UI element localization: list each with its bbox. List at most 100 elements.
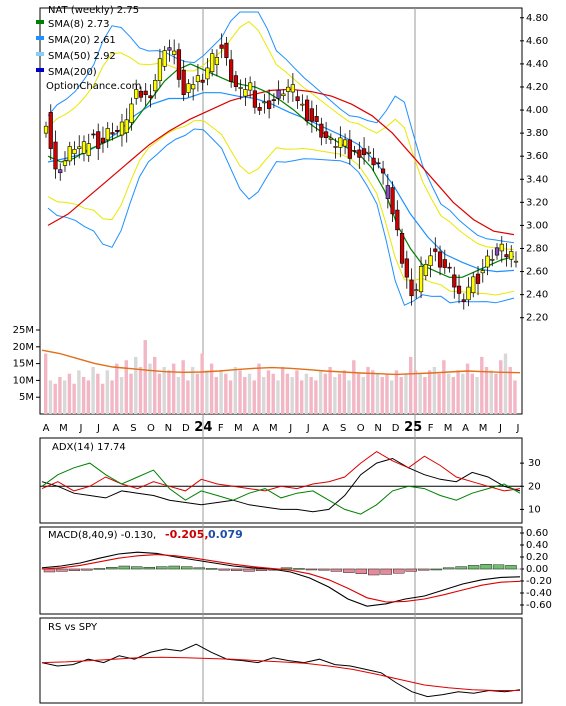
candle-body: [442, 259, 447, 268]
candle-body: [338, 137, 343, 148]
candle-body: [414, 289, 419, 292]
volume-bar: [375, 373, 380, 414]
volume-bar: [508, 366, 512, 414]
macd-histogram-bar: [193, 567, 205, 570]
candle-body: [428, 255, 433, 267]
candle-body: [43, 125, 49, 134]
price-tick-label: 3.80: [526, 128, 548, 139]
price-tick-label: 4.00: [526, 105, 548, 116]
volume-bar: [48, 380, 53, 414]
volume-bar: [342, 370, 347, 414]
candle-body: [91, 133, 96, 136]
volume-bar: [271, 373, 275, 414]
volume-bar: [91, 366, 95, 414]
volume-bar: [186, 380, 190, 414]
volume-bar: [503, 353, 508, 414]
volume-bar: [243, 377, 247, 414]
candle-body: [504, 254, 509, 258]
candle-body: [433, 248, 438, 252]
volume-bar: [465, 363, 470, 414]
x-axis-month: A: [462, 423, 469, 434]
volume-bar: [195, 373, 200, 414]
volume-bar: [252, 380, 256, 414]
macd-histogram-bar: [505, 565, 517, 570]
volume-bar: [100, 383, 105, 414]
macd-histogram-bar: [455, 566, 467, 570]
macd-histogram-bar: [68, 568, 81, 571]
volume-bar: [205, 370, 209, 414]
candle-body: [471, 276, 476, 293]
candle-body: [48, 112, 53, 149]
candle-body: [319, 123, 324, 138]
vol-tick-label: 10M: [13, 375, 34, 386]
volume-bar: [44, 353, 48, 414]
macd-tick-label: 0.20: [526, 552, 548, 563]
adx-label: ADX(14) 17.74: [52, 442, 126, 453]
candle-body: [86, 143, 91, 156]
macd-histogram-bar: [181, 566, 193, 570]
candle-body: [305, 99, 310, 122]
candle-body: [466, 286, 471, 301]
macd-histogram-bar: [205, 568, 218, 570]
volume-bar: [96, 373, 100, 414]
sma50-line: [47, 88, 515, 236]
x-axis-month: J: [288, 423, 292, 434]
legend-swatch-sma50: [36, 52, 44, 56]
macd-histogram-bar: [442, 567, 455, 570]
bollinger-lower: [47, 119, 515, 296]
site-watermark: OptionChance.com: [46, 81, 141, 92]
candle-body: [167, 47, 172, 51]
volume-bar: [247, 373, 252, 414]
macd-histogram-bar: [330, 568, 343, 572]
macd-histogram-bar: [131, 566, 143, 570]
candle-body: [67, 146, 72, 162]
volume-bar: [181, 360, 185, 414]
volume-bar: [356, 373, 361, 414]
volume-bar: [418, 373, 422, 414]
candle-body: [172, 50, 177, 55]
macd-histogram-bar: [318, 568, 330, 571]
candle-body: [494, 247, 500, 256]
macd-histogram-bar: [56, 568, 68, 572]
candle-body: [295, 96, 300, 102]
x-axis-month: O: [147, 423, 155, 434]
legend-swatch-sma200: [36, 68, 44, 72]
volume-bar: [214, 377, 219, 414]
adx-tick-label: 10: [528, 504, 541, 515]
price-tick-label: 4.40: [526, 59, 548, 70]
x-axis-month: M: [269, 423, 278, 434]
candle-body: [58, 169, 63, 174]
macd-tick-label: -0.40: [526, 588, 552, 599]
price-tick-label: 2.20: [526, 313, 548, 324]
volume-bar: [318, 370, 323, 414]
volume-bar: [494, 373, 498, 414]
macd-histogram-bar: [293, 568, 305, 570]
price-tick-label: 3.20: [526, 197, 548, 208]
volume-bar: [72, 383, 76, 414]
vol-tick-label: 20M: [13, 342, 34, 353]
candle-body: [77, 146, 82, 149]
macd-histogram-bar: [280, 567, 293, 570]
volume-bar: [281, 366, 285, 414]
candle-body: [499, 243, 504, 252]
price-tick-label: 4.60: [526, 36, 548, 47]
candle-body: [105, 128, 110, 141]
candle-body: [461, 299, 466, 302]
band-outer-lower: [47, 128, 515, 306]
adx-line: [41, 457, 521, 513]
volume-bar: [385, 373, 389, 414]
bollinger-upper: [47, 20, 515, 251]
legend-sma50: SMA(50) 2.92: [48, 51, 116, 62]
candle-body: [324, 131, 329, 138]
candle-body: [191, 84, 196, 90]
volume-bar: [105, 370, 110, 414]
band-outer-upper: [47, 11, 515, 244]
candle-body: [205, 67, 210, 80]
volume-bar: [314, 380, 318, 414]
volume-bar: [366, 366, 370, 414]
candle-body: [328, 137, 333, 140]
volume-bar: [446, 373, 451, 414]
volume-bar: [81, 377, 86, 414]
candle-body: [219, 44, 224, 49]
